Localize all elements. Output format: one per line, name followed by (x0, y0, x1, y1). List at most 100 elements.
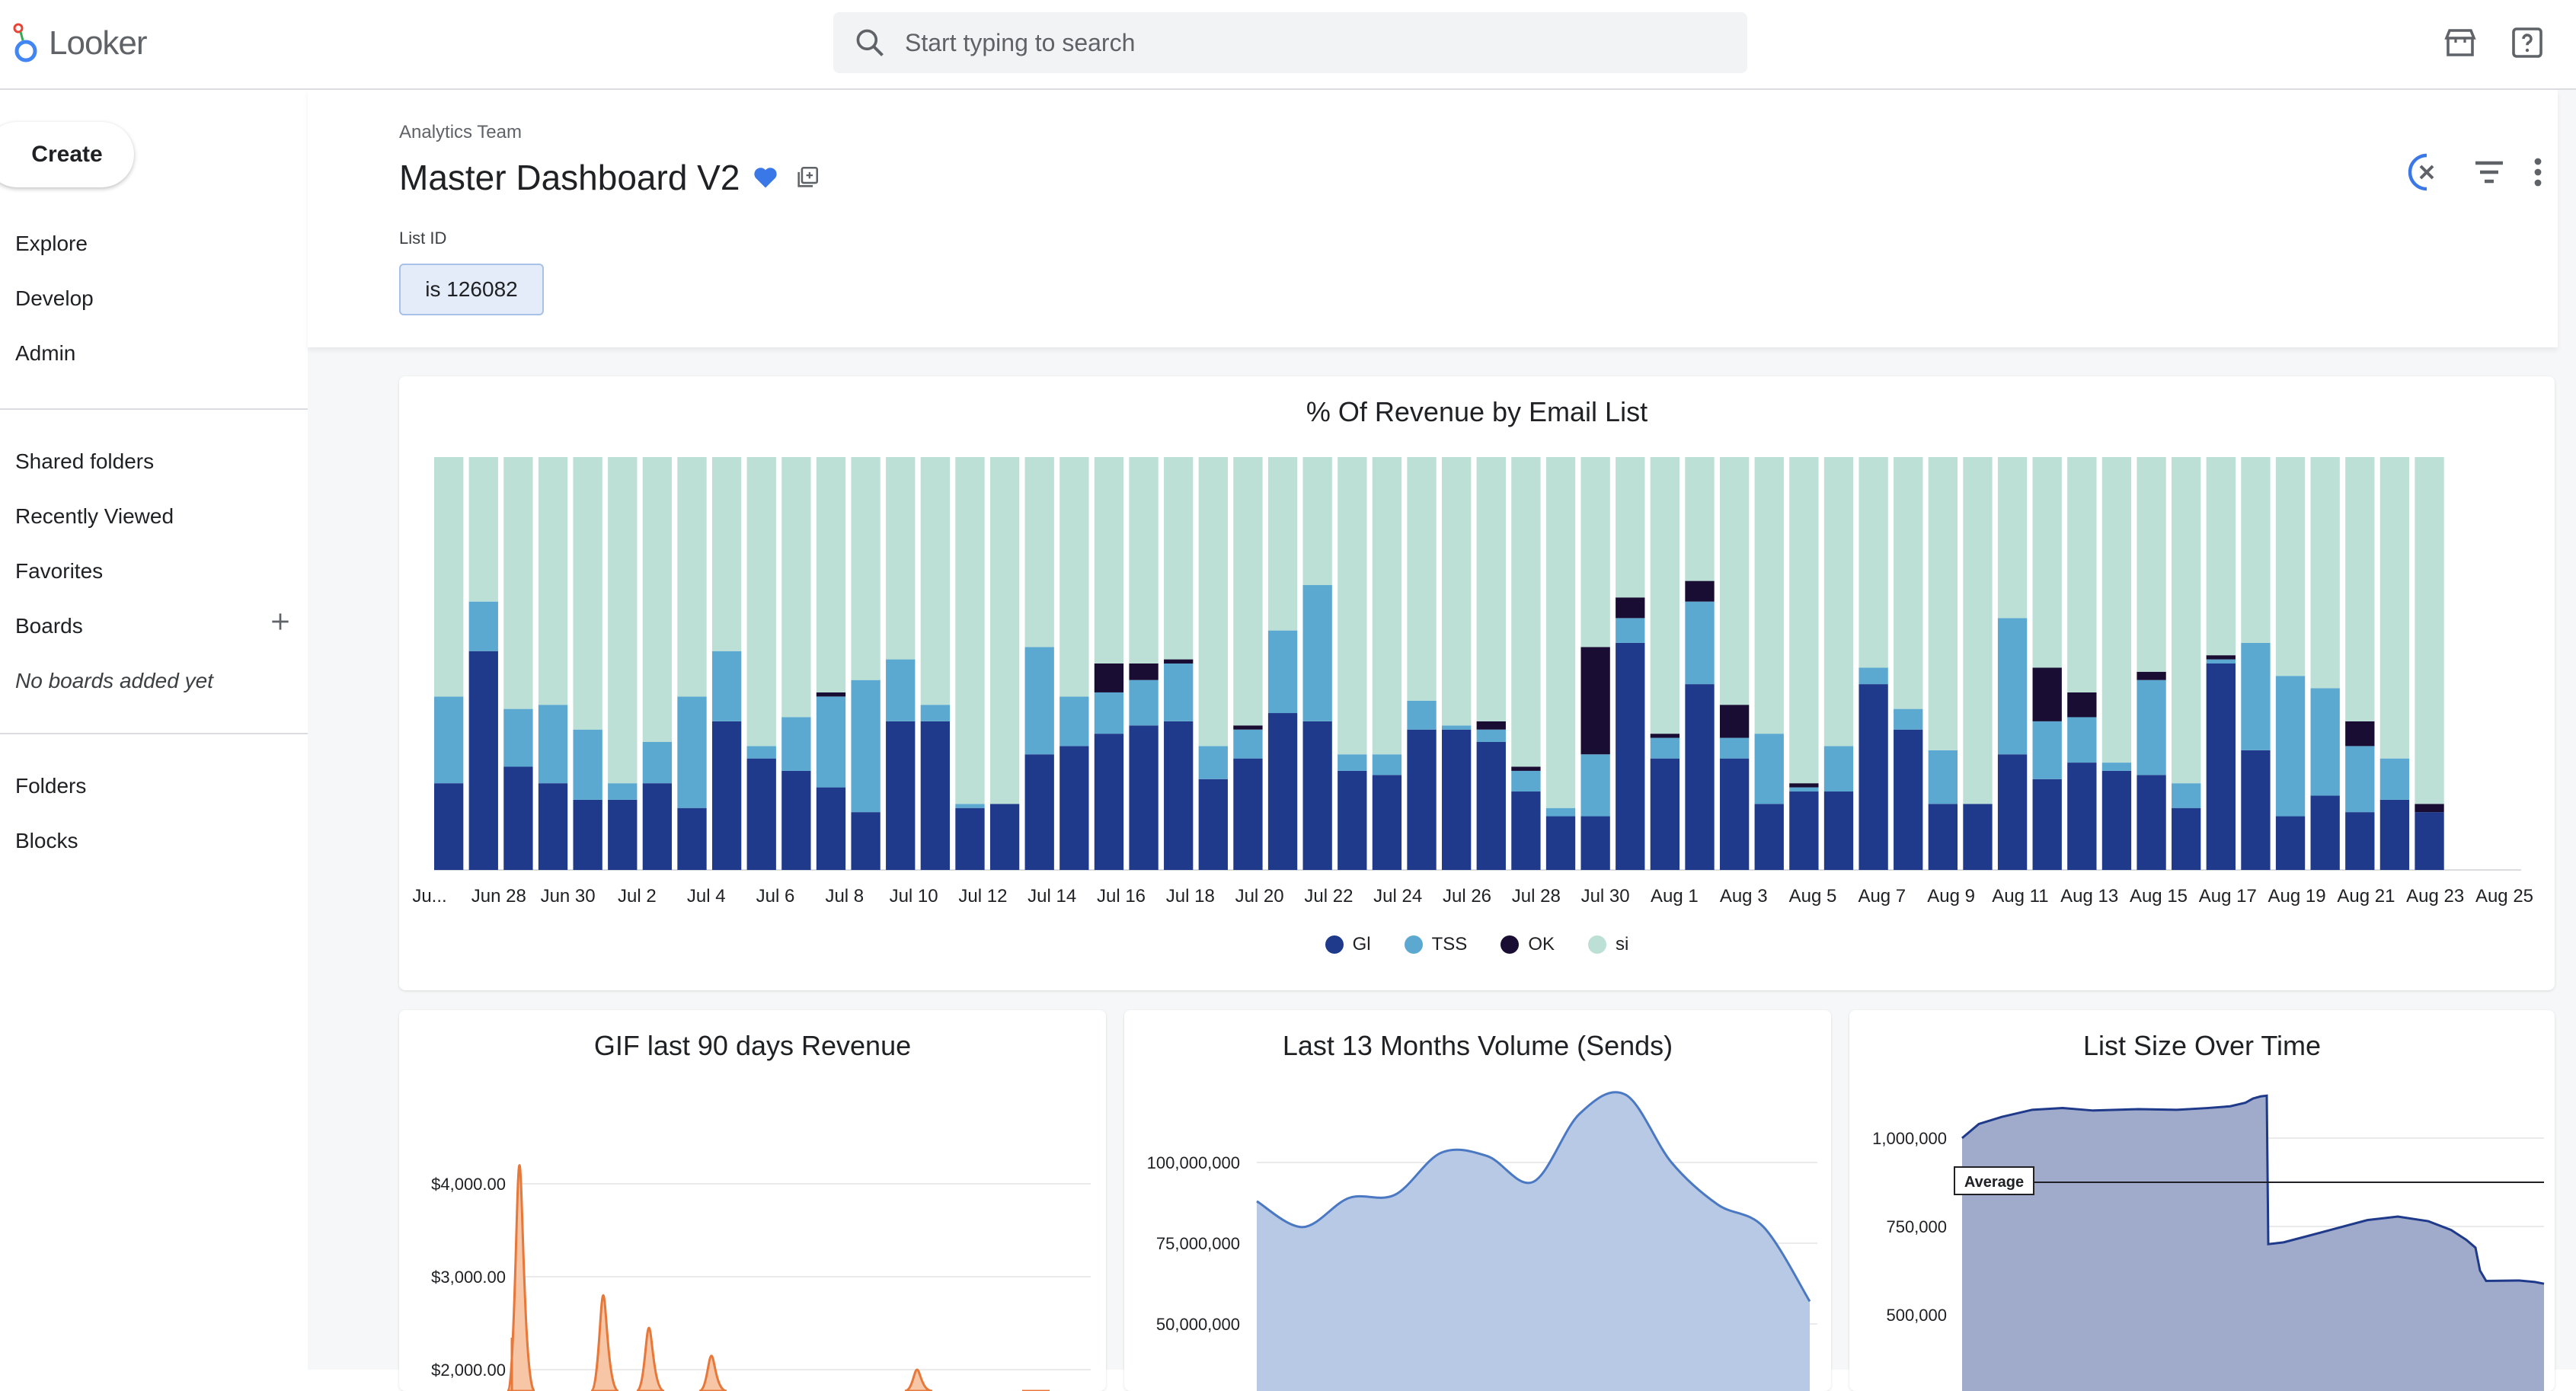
more-options-icon[interactable] (2517, 151, 2559, 193)
bar-segment-gl (677, 807, 707, 870)
bar-segment-si (1928, 457, 1958, 750)
monthly-volume-chart: 100,000,000 75,000,000 50,000,000 (1147, 1091, 1817, 1391)
sidebar: Create Explore Develop Admin Shared fold… (0, 90, 308, 1370)
sidebar-item-folders[interactable]: Folders (15, 774, 87, 798)
bar-segment-tss (781, 717, 811, 771)
bar-segment-ok (1685, 580, 1715, 602)
x-tick-label: Aug 5 (1789, 886, 1837, 907)
looker-logo[interactable]: Looker (12, 20, 148, 67)
bar-segment-si (1511, 457, 1541, 767)
gif-revenue-card: GIF last 90 days Revenue $4,000.00 $3,000… (399, 1010, 1106, 1391)
bar-segment-tss (573, 729, 602, 800)
copy-icon[interactable] (794, 165, 820, 190)
bar-segment-tss (886, 659, 916, 721)
legend-item[interactable]: Gl (1325, 934, 1371, 955)
search-bar[interactable] (833, 12, 1747, 73)
bar-segment-gl (1963, 804, 1993, 870)
bar-segment-ok (2415, 804, 2444, 813)
legend-item[interactable]: OK (1501, 934, 1555, 955)
bar-segment-tss (538, 705, 568, 784)
sidebar-item-recently-viewed[interactable]: Recently Viewed (15, 504, 174, 528)
bar-segment-gl (1302, 721, 1332, 870)
sidebar-item-shared-folders[interactable]: Shared folders (15, 449, 155, 473)
marketplace-icon[interactable] (2442, 24, 2479, 61)
filter-chip[interactable]: is 126082 (399, 264, 544, 315)
bar-segment-si (2032, 457, 2062, 668)
bar-segment-si (1580, 457, 1610, 648)
bar-segment-tss (1129, 680, 1159, 726)
bar-segment-gl (434, 783, 464, 870)
sidebar-item-favorites[interactable]: Favorites (15, 559, 104, 583)
legend-item[interactable]: TSS (1404, 934, 1467, 955)
bar-segment-tss (2067, 717, 2097, 763)
bar-segment-gl (1894, 729, 1923, 870)
bar-segment-tss (1372, 754, 1402, 775)
help-icon[interactable] (2509, 24, 2546, 61)
x-tick-label: Jul 26 (1443, 886, 1491, 907)
bar-segment-si (573, 457, 602, 730)
bar-segment-si (816, 457, 846, 692)
bar-segment-gl (1372, 775, 1402, 870)
bar-segment-gl (1267, 713, 1298, 870)
bar-segment-tss (1338, 754, 1367, 771)
bar-segment-tss (1024, 647, 1054, 755)
bar-segment-si (746, 457, 776, 747)
bar-segment-gl (1094, 734, 1124, 870)
sidebar-item-boards[interactable]: Boards (15, 614, 83, 638)
x-tick-label: Jul 4 (687, 886, 726, 907)
sidebar-item-explore[interactable]: Explore (15, 232, 88, 255)
bar-segment-tss (2345, 746, 2375, 813)
bar-segment-tss (2137, 680, 2166, 775)
bar-segment-si (1198, 457, 1228, 747)
bar-segment-tss (1094, 692, 1124, 734)
bar-segment-tss (608, 783, 638, 800)
bar-segment-si (2206, 457, 2236, 656)
chart-title: Last 13 Months Volume (Sends) (1282, 1030, 1673, 1061)
legend-label: si (1616, 934, 1629, 955)
bar-segment-gl (1823, 791, 1854, 870)
bar-segment-si (851, 457, 881, 680)
bar-segment-si (2275, 457, 2306, 676)
bar-segment-gl (989, 804, 1020, 870)
x-tick-label: Jun 30 (541, 886, 596, 907)
bar-segment-si (989, 457, 1020, 804)
favorite-heart-icon[interactable] (752, 164, 779, 191)
y-tick-label: $3,000.00 (431, 1268, 506, 1287)
search-input[interactable] (903, 27, 1668, 58)
bar-segment-si (1372, 457, 1402, 755)
bar-segment-ok (1580, 647, 1610, 755)
reload-close-icon[interactable] (2405, 151, 2448, 193)
legend-item[interactable]: si (1588, 934, 1628, 955)
sidebar-item-admin[interactable]: Admin (15, 341, 76, 365)
legend-swatch (1501, 935, 1520, 954)
create-button[interactable]: Create (0, 122, 134, 187)
bar-segment-tss (1997, 618, 2028, 755)
bar-segment-tss (2275, 676, 2306, 817)
bar-segment-gl (2275, 816, 2306, 870)
bar-segment-si (1963, 457, 1993, 804)
bar-segment-si (2379, 457, 2410, 759)
bar-segment-tss (1407, 700, 1437, 730)
sidebar-item-blocks[interactable]: Blocks (15, 829, 78, 852)
y-tick-label: $4,000.00 (431, 1175, 506, 1194)
breadcrumb[interactable]: Analytics Team (399, 122, 522, 142)
bar-segment-tss (1858, 667, 1888, 685)
bar-segment-gl (1616, 642, 1645, 870)
bar-segment-tss (468, 601, 498, 651)
x-tick-label: Jul 12 (958, 886, 1007, 907)
y-tick-label: 500,000 (1886, 1306, 1947, 1325)
filter-icon[interactable] (2468, 151, 2510, 193)
bar-segment-si (1719, 457, 1750, 705)
bar-segment-si (2101, 457, 2132, 763)
bar-segment-gl (1928, 804, 1958, 870)
bar-segment-tss (1545, 807, 1576, 817)
bar-segment-gl (2172, 807, 2201, 870)
bar-segment-gl (1511, 791, 1541, 870)
legend-swatch (1325, 935, 1344, 954)
bar-segment-tss (1616, 618, 1645, 643)
sidebar-item-develop[interactable]: Develop (15, 286, 94, 310)
add-board-icon[interactable] (268, 609, 292, 634)
bar-segment-gl (1650, 758, 1680, 870)
bar-segment-tss (2206, 659, 2236, 664)
bar-segment-si (1059, 457, 1089, 697)
